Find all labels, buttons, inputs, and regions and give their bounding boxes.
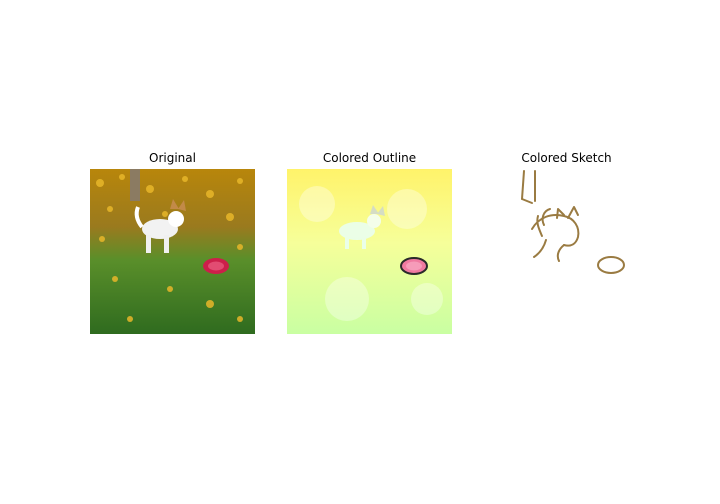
original-photo-dog-with-frisbee (90, 169, 255, 334)
panel-colored-outline: Colored Outline (287, 150, 452, 334)
panel-title: Colored Sketch (484, 150, 649, 166)
panel-title: Colored Outline (287, 150, 452, 166)
panel-colored-sketch: Colored Sketch (484, 150, 649, 334)
panel-original: Original (90, 150, 255, 334)
panel-title: Original (90, 150, 255, 166)
colored-outline-image (287, 169, 452, 334)
colored-sketch-image (484, 169, 649, 334)
